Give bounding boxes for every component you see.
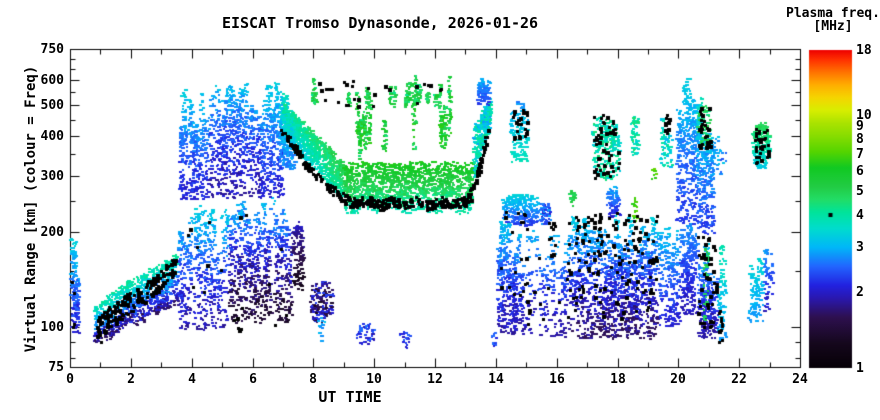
colorbar-tick-label: 7 [856,147,864,162]
colorbar-tick-label: 1 [856,361,864,376]
y-tick-label: 75 [48,360,64,375]
x-tick-label: 24 [792,372,808,387]
x-axis-label: UT TIME [318,388,382,406]
x-tick-label: 20 [670,372,686,387]
x-tick-label: 6 [249,372,257,387]
plot-title: EISCAT Tromso Dynasonde, 2026-01-26 [221,14,539,32]
x-tick-label: 12 [427,372,443,387]
x-tick-label: 22 [731,372,747,387]
y-tick-label: 750 [40,42,64,57]
colorbar-tick-label: 4 [856,208,864,223]
colorbar-units: [MHz] [813,19,853,34]
y-tick-label: 100 [40,320,64,335]
colorbar-tick-label: 6 [856,164,864,179]
x-tick-label: 4 [188,372,196,387]
x-tick-label: 2 [127,372,135,387]
x-tick-label: 18 [610,372,626,387]
x-tick-label: 0 [66,372,74,387]
y-tick-label: 500 [40,98,64,113]
y-tick-label: 600 [40,73,64,88]
y-tick-label: 200 [40,225,64,240]
colorbar-tick-label: 8 [856,132,864,147]
colorbar-title: Plasma freq. [786,6,880,21]
x-tick-label: 16 [549,372,565,387]
x-tick-label: 8 [309,372,317,387]
colorbar-tick-label: 10 [856,108,872,123]
colorbar-tick-label: 18 [856,43,872,58]
x-tick-label: 10 [366,372,382,387]
colorbar-tick-label: 5 [856,184,864,199]
colorbar-tick-label: 9 [856,119,864,134]
colorbar-tick-label: 2 [856,285,864,300]
colorbar-tick-label: 3 [856,240,864,255]
y-tick-label: 300 [40,169,64,184]
x-tick-label: 14 [488,372,504,387]
y-tick-label: 400 [40,129,64,144]
